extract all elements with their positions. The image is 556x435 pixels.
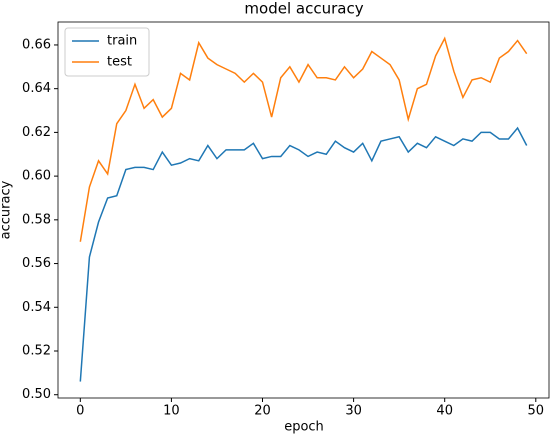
y-tick-label: 0.54 <box>22 300 51 315</box>
y-tick-label: 0.50 <box>22 387 51 402</box>
y-tick-label: 0.66 <box>22 37 51 52</box>
x-tick-label: 50 <box>528 404 545 419</box>
legend-label: test <box>107 55 132 70</box>
chart-title: model accuracy <box>244 0 363 18</box>
y-tick-label: 0.56 <box>22 256 51 271</box>
x-tick-label: 20 <box>254 404 271 419</box>
x-tick-label: 40 <box>436 404 453 419</box>
legend-label: train <box>107 34 137 49</box>
y-tick-label: 0.52 <box>22 344 51 359</box>
y-tick-label: 0.62 <box>22 125 51 140</box>
y-tick-label: 0.60 <box>22 169 51 184</box>
y-tick-label: 0.64 <box>22 81 51 96</box>
y-tick-label: 0.58 <box>22 212 51 227</box>
y-axis-label: accuracy <box>0 180 14 239</box>
x-tick-label: 0 <box>76 404 84 419</box>
x-axis-label: epoch <box>284 420 324 435</box>
x-tick-label: 10 <box>163 404 180 419</box>
data-line <box>79 36 528 242</box>
legend-box <box>64 27 150 77</box>
plot-frame <box>57 21 550 399</box>
data-line <box>79 126 528 382</box>
x-tick-label: 30 <box>345 404 362 419</box>
